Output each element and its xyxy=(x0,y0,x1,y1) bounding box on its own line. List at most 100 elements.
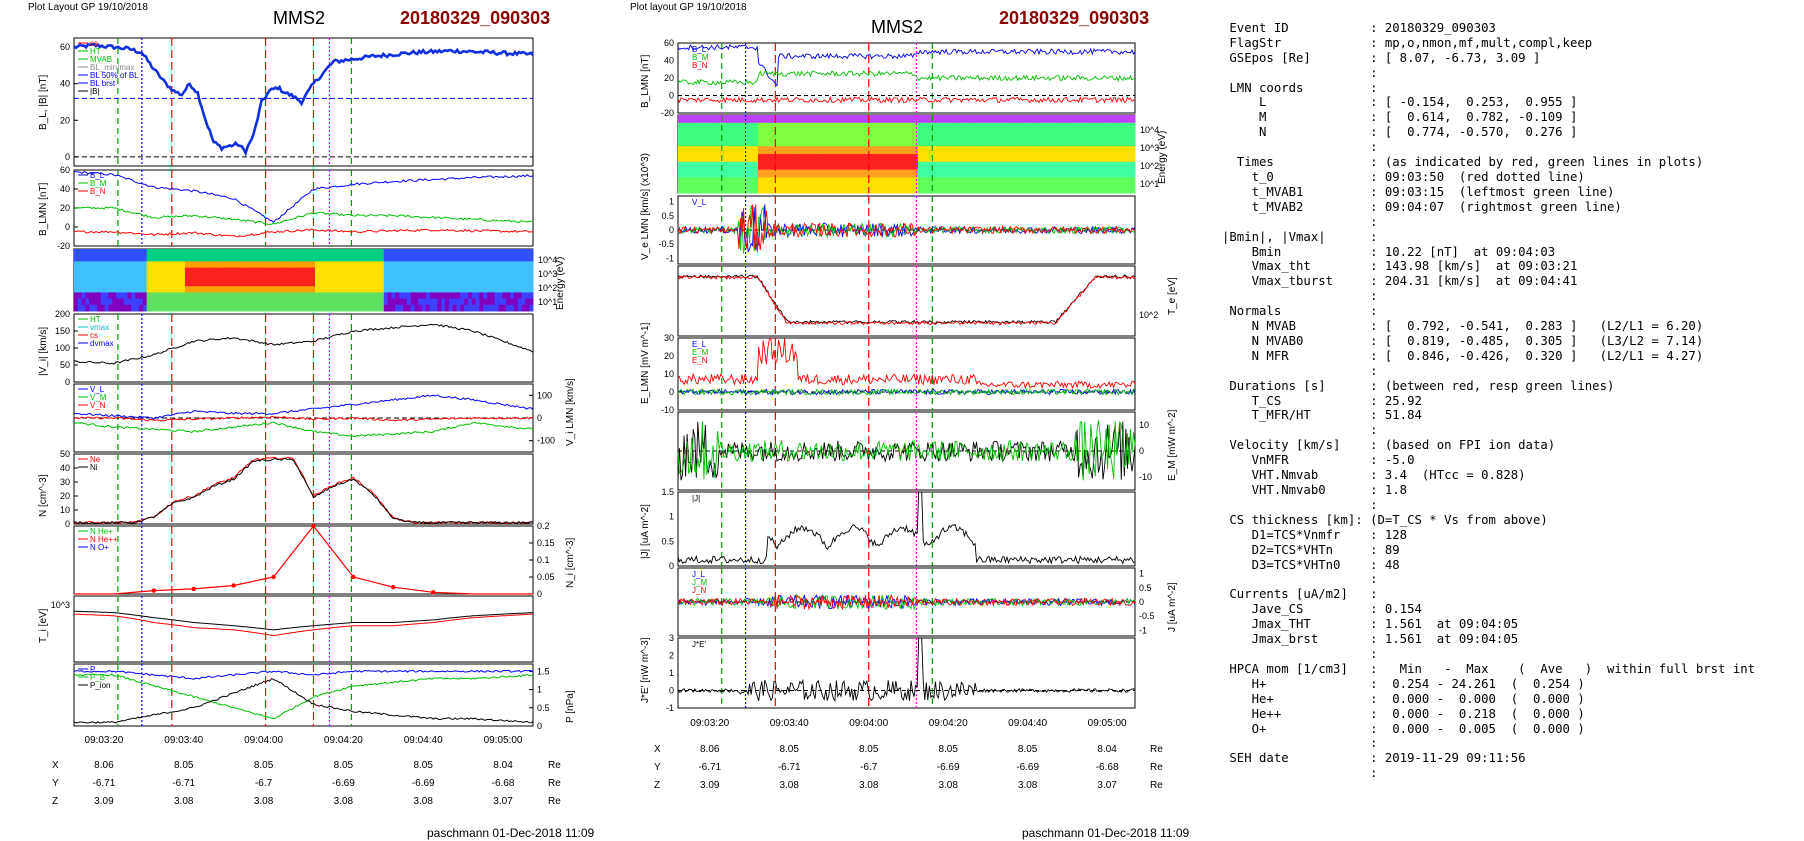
y-tick-label: -10 xyxy=(661,405,674,415)
spectrogram-cell xyxy=(89,261,94,269)
spectrogram-cell xyxy=(326,273,331,281)
spectrogram-cell xyxy=(807,146,812,155)
spectrogram-cell xyxy=(196,273,201,281)
spectrogram-cell xyxy=(1119,122,1125,132)
spectrogram-cell xyxy=(257,298,262,306)
spectrogram-cell xyxy=(234,267,239,275)
spectrogram-cell xyxy=(391,298,396,306)
spectrogram-cell xyxy=(376,267,381,275)
spectrogram-cell xyxy=(1009,138,1014,147)
spectrogram-cell xyxy=(334,261,339,269)
spectrogram-cell xyxy=(177,261,182,269)
spectrogram-cell xyxy=(1024,161,1029,171)
spectrogram-cell xyxy=(349,261,354,269)
spectrogram-cell xyxy=(487,249,492,256)
spectrogram-cell xyxy=(849,122,854,132)
spectrogram-cell xyxy=(1123,122,1128,132)
spectrogram-cell xyxy=(318,255,324,262)
spectrogram-cell xyxy=(910,138,915,147)
spectrogram-cell xyxy=(104,261,109,269)
spectrogram-cell xyxy=(1001,122,1007,132)
spectrogram-cell xyxy=(1077,154,1083,163)
spectrogram-cell xyxy=(139,286,144,293)
spectrogram-cell xyxy=(982,138,987,147)
coord-value: -6.69 xyxy=(412,778,435,789)
spectrogram-cell xyxy=(161,304,167,312)
spectrogram-cell xyxy=(1028,169,1033,178)
spectrogram-cell xyxy=(1032,161,1037,171)
spectrogram-cell xyxy=(697,130,702,139)
spectrogram-cell xyxy=(822,138,828,147)
spectrogram-cell xyxy=(746,146,751,155)
spectrogram-cell xyxy=(249,261,255,269)
spectrogram-cell xyxy=(727,130,732,139)
spectrogram-cell xyxy=(517,292,523,300)
energy-tick-label: 10^1 xyxy=(538,297,557,307)
spectrogram-cell xyxy=(1093,154,1098,163)
spectrogram-cell xyxy=(502,249,507,256)
spectrogram-cell xyxy=(750,138,755,147)
spectrogram-cell xyxy=(856,177,862,186)
spectrogram-cell xyxy=(856,130,862,139)
spectrogram-cell xyxy=(704,138,709,147)
spectrogram-cell xyxy=(108,286,113,293)
spectrogram-cell xyxy=(746,169,751,178)
spectrogram-cell xyxy=(246,298,251,306)
spectrogram-cell xyxy=(883,115,888,124)
spectrogram-cell xyxy=(1085,154,1090,163)
spectrogram-cell xyxy=(142,255,148,262)
middle-panel-8: -1-0.500.51J [uA m^-2]J_LJ_MJ_N xyxy=(677,567,1178,637)
spectrogram-cell xyxy=(490,286,496,293)
spectrogram-cell xyxy=(1016,122,1022,132)
spectrogram-cell xyxy=(1020,130,1026,139)
spectrogram-cell xyxy=(754,177,759,186)
y-tick-label: -100 xyxy=(537,436,555,446)
spectrogram-cell xyxy=(796,154,801,163)
spectrogram-cell xyxy=(112,292,117,300)
data-point xyxy=(191,586,196,592)
spectrogram-cell xyxy=(727,169,732,178)
spectrogram-cell xyxy=(471,267,477,275)
spectrogram-cell xyxy=(685,122,690,132)
spectrogram-cell xyxy=(158,280,163,287)
spectrogram-cell xyxy=(994,154,999,163)
spectrogram-cell xyxy=(1115,177,1121,186)
spectrogram-cell xyxy=(887,122,892,132)
spectrogram-cell xyxy=(1119,177,1125,186)
spectrogram-cell xyxy=(1001,154,1007,163)
spectrogram-cell xyxy=(982,185,987,194)
spectrogram-cell xyxy=(784,146,789,155)
spectrogram-cell xyxy=(1115,185,1121,194)
spectrogram-cell xyxy=(494,298,500,306)
spectrogram-cell xyxy=(761,185,767,194)
spectrogram-cell xyxy=(295,273,301,281)
spectrogram-cell xyxy=(864,161,869,171)
spectrogram-cell xyxy=(925,130,930,139)
spectrogram-cell xyxy=(475,286,480,293)
spectrogram-cell xyxy=(165,298,171,306)
spectrogram-cell xyxy=(689,122,694,132)
spectrogram-cell xyxy=(257,286,262,293)
spectrogram-cell xyxy=(181,280,186,287)
spectrogram-cell xyxy=(761,146,767,155)
spectrogram-cell xyxy=(299,298,304,306)
spectrogram-cell xyxy=(161,292,167,300)
series-line xyxy=(73,610,534,631)
spectrogram-cell xyxy=(529,304,534,312)
spectrogram-cell xyxy=(483,304,488,312)
spectrogram-cell xyxy=(700,122,706,132)
spectrogram-cell xyxy=(1115,146,1121,155)
spectrogram-cell xyxy=(738,169,744,178)
y-tick-label: 150 xyxy=(55,326,70,336)
spectrogram-cell xyxy=(161,261,167,269)
spectrogram-cell xyxy=(933,122,938,132)
spectrogram-cell xyxy=(467,255,473,262)
spectrogram-cell xyxy=(1112,154,1117,163)
spectrogram-cell xyxy=(85,273,90,281)
spectrogram-cell xyxy=(799,169,805,178)
spectrogram-cell xyxy=(188,298,194,306)
spectrogram-cell xyxy=(314,255,320,262)
spectrogram-cell xyxy=(704,122,709,132)
spectrogram-cell xyxy=(1051,130,1056,139)
spectrogram-cell xyxy=(165,261,171,269)
